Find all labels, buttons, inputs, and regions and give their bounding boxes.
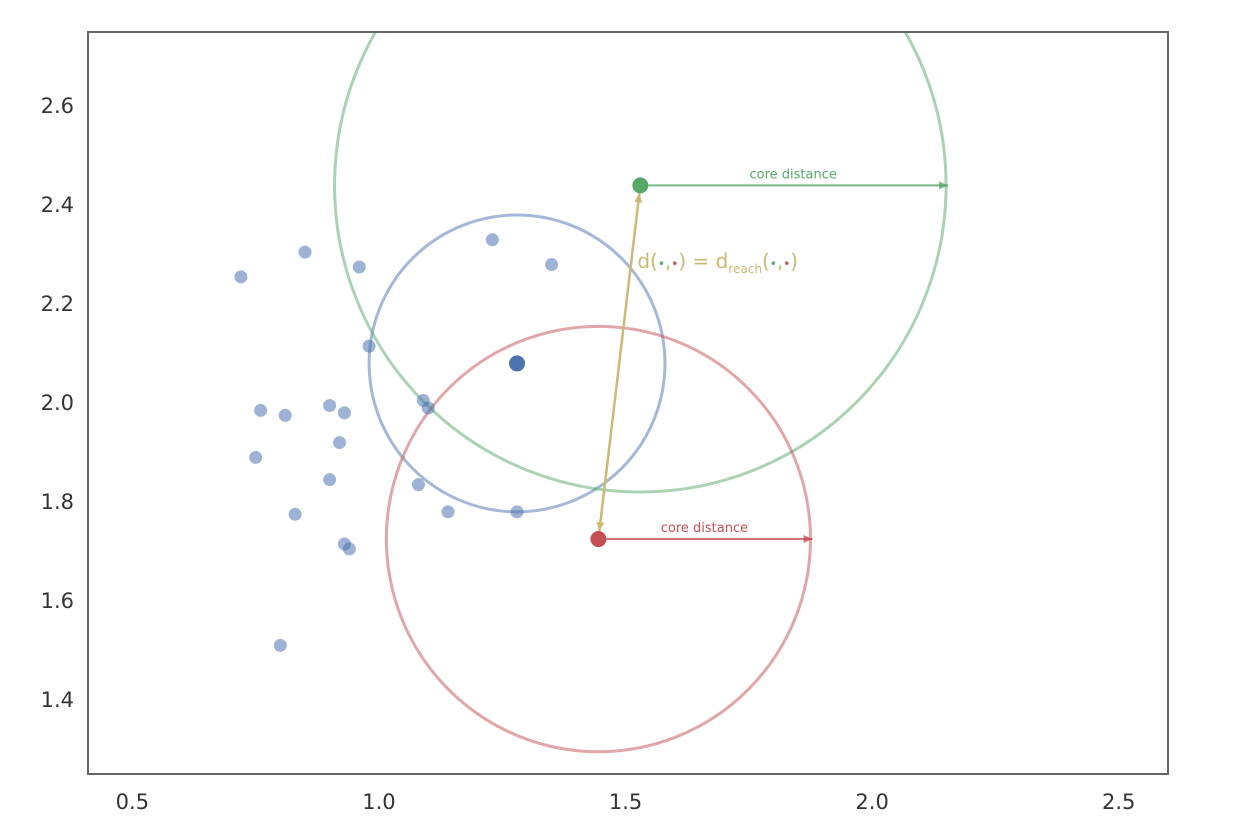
formula-d: d( xyxy=(637,249,658,273)
green-point xyxy=(632,177,649,194)
formula-close-paren: ) xyxy=(790,249,798,273)
x-tick-label: 1.0 xyxy=(362,790,395,814)
plot-frame xyxy=(87,31,1169,775)
data-point xyxy=(411,478,425,492)
y-tick-label: 2.6 xyxy=(41,94,74,118)
x-tick-label: 2.0 xyxy=(855,790,888,814)
x-tick-label: 0.5 xyxy=(116,790,149,814)
y-axis-ticks: 1.4 1.6 1.8 2.0 2.2 2.4 2.6 xyxy=(41,94,74,712)
reachability-distance-arrow xyxy=(596,193,643,532)
data-point xyxy=(273,638,287,652)
data-point xyxy=(352,260,366,274)
red-core-distance-label: core distance xyxy=(661,521,748,536)
data-point xyxy=(362,339,376,353)
data-point xyxy=(342,542,356,556)
data-point xyxy=(337,406,351,420)
red-point xyxy=(590,531,607,548)
data-point xyxy=(249,450,263,464)
data-point xyxy=(298,245,312,259)
data-point xyxy=(510,505,524,519)
y-tick-label: 2.2 xyxy=(41,292,74,316)
formula-open-paren: ( xyxy=(762,249,770,273)
y-tick-label: 1.6 xyxy=(41,589,74,613)
data-point xyxy=(421,401,435,415)
data-point xyxy=(333,436,347,450)
data-point xyxy=(545,257,559,271)
reachability-formula: d(•,•) = dreach(•,•) xyxy=(637,249,798,276)
focus-point xyxy=(509,355,526,372)
data-point xyxy=(323,473,337,487)
formula-comma: , xyxy=(777,249,783,273)
green-dot-glyph: • xyxy=(770,257,777,271)
data-point xyxy=(254,403,268,417)
formula-comma: , xyxy=(665,249,671,273)
data-point xyxy=(485,233,499,247)
data-point xyxy=(288,507,302,521)
x-axis-ticks: 0.5 1.0 1.5 2.0 2.5 xyxy=(116,790,1136,814)
green-core-distance-label: core distance xyxy=(750,167,837,182)
x-tick-label: 2.5 xyxy=(1102,790,1135,814)
scatter-points xyxy=(234,233,559,652)
data-point xyxy=(234,270,248,284)
green-dot-glyph: • xyxy=(658,257,665,271)
data-point xyxy=(278,408,292,422)
y-tick-label: 1.4 xyxy=(41,688,74,712)
red-dot-glyph: • xyxy=(671,257,678,271)
data-point xyxy=(441,505,455,519)
data-point xyxy=(323,398,337,412)
circles-layer xyxy=(333,32,948,754)
formula-subscript: reach xyxy=(728,262,762,276)
formula-equals: ) = d xyxy=(678,249,728,273)
y-tick-label: 2.4 xyxy=(41,193,74,217)
red-dot-glyph: • xyxy=(783,257,790,271)
x-tick-label: 1.5 xyxy=(609,790,642,814)
y-tick-label: 1.8 xyxy=(41,490,74,514)
y-tick-label: 2.0 xyxy=(41,391,74,415)
